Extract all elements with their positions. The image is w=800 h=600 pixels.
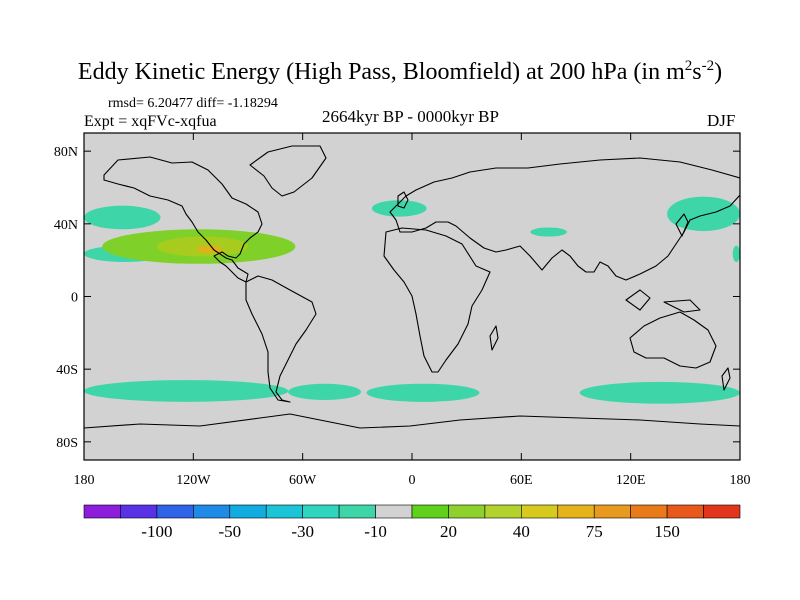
colorbar-label: 75 <box>586 522 603 541</box>
coastline-madagascar <box>489 325 499 351</box>
colorbar-label: -30 <box>291 522 314 541</box>
coastlines <box>84 145 740 429</box>
period-label: 2664kyr BP - 0000kyr BP <box>322 107 499 126</box>
coastline-antarctica <box>84 413 740 429</box>
season-label: DJF <box>707 111 736 130</box>
region-southern-ocean-atlantic <box>288 383 361 401</box>
coastline-greenland <box>249 145 327 197</box>
map-title: Eddy Kinetic Energy (High Pass, Bloomfie… <box>77 58 723 85</box>
lon-tick-label: 120W <box>176 473 211 488</box>
region-subtropical-jet-max <box>196 245 223 253</box>
colorbar-swatch <box>703 504 741 519</box>
colorbar-swatch <box>666 504 704 519</box>
region-southern-ocean-indian <box>579 381 740 404</box>
region-north-pacific-west-band <box>84 205 161 230</box>
colorbar-label: 40 <box>513 522 530 541</box>
colorbar-label: 150 <box>654 522 680 541</box>
region-east-pacific-edge <box>732 245 740 262</box>
colorbar-label: 20 <box>440 522 457 541</box>
lon-tick-label: 180 <box>74 473 95 488</box>
colorbar-label: -100 <box>141 522 172 541</box>
latitude-axis: 80N 40N 0 40S 80S <box>54 145 740 451</box>
region-north-atlantic-patch <box>371 200 427 217</box>
colorbar-swatch <box>338 504 376 519</box>
coastline-japan <box>675 213 689 237</box>
lat-tick-label: 0 <box>71 291 78 306</box>
coastline-south-america <box>245 275 317 403</box>
experiment-label: Expt = xqFVc-xqfua <box>84 113 217 130</box>
colorbar-swatch <box>375 504 413 519</box>
region-southern-ocean-south-atlantic <box>366 383 480 402</box>
coastline-eurasia <box>389 157 740 281</box>
lat-tick-label: 40N <box>54 218 78 233</box>
coastline-africa <box>383 227 491 373</box>
colorbar-swatch <box>484 504 522 519</box>
coastline-uk <box>397 191 409 209</box>
colorbar: -100 -50 -30 -10 20 40 75 150 <box>83 504 741 541</box>
anomaly-regions <box>84 196 740 404</box>
colorbar-swatch <box>229 504 267 519</box>
coastline-australia <box>629 311 717 369</box>
lat-tick-label: 40S <box>56 363 78 378</box>
coastline-new-guinea <box>663 299 701 313</box>
lon-tick-label: 120E <box>616 473 646 488</box>
coastline-borneo <box>625 289 651 311</box>
stats-label: rmsd= 6.20477 diff= -1.18294 <box>108 96 278 111</box>
colorbar-swatch <box>120 504 158 519</box>
lat-tick-label: 80N <box>54 145 78 160</box>
lon-tick-label: 60E <box>510 473 533 488</box>
longitude-axis: 180 120W 60W 0 60E 120E 180 <box>74 133 751 488</box>
colorbar-label: -50 <box>218 522 241 541</box>
colorbar-swatch <box>411 504 449 519</box>
lon-tick-label: 60W <box>289 473 317 488</box>
colorbar-swatch <box>448 504 486 519</box>
colorbar-swatch <box>302 504 340 519</box>
lat-tick-label: 80S <box>56 436 78 451</box>
coastline-north-america <box>103 156 263 283</box>
colorbar-swatch <box>193 504 231 519</box>
colorbar-swatch <box>557 504 595 519</box>
colorbar-swatch <box>156 504 194 519</box>
lon-tick-label: 180 <box>730 473 751 488</box>
region-central-asia-patch <box>530 227 567 237</box>
region-southern-ocean-pacific <box>84 380 289 402</box>
colorbar-swatch <box>83 504 121 519</box>
colorbar-swatch <box>521 504 559 519</box>
colorbar-label: -10 <box>364 522 387 541</box>
region-north-pacific-east-band <box>667 196 740 232</box>
coastline-new-zealand <box>721 367 731 391</box>
colorbar-swatch <box>593 504 631 519</box>
colorbar-swatch <box>265 504 303 519</box>
lon-tick-label: 0 <box>409 473 416 488</box>
colorbar-swatch <box>630 504 668 519</box>
